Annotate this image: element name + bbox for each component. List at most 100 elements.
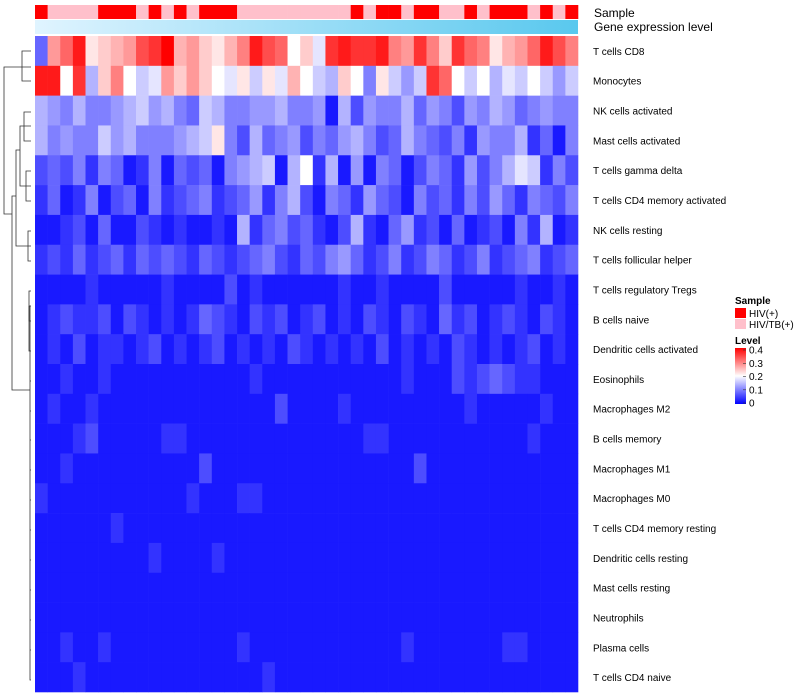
dendrogram-branch	[3, 66, 22, 215]
heatmap-cell	[300, 95, 314, 126]
heatmap-cell	[426, 65, 440, 96]
heatmap-cell	[565, 602, 579, 633]
heatmap-cell	[514, 632, 528, 663]
heatmap-cell	[136, 334, 149, 365]
sample-cell	[85, 5, 99, 19]
heatmap-cell	[262, 65, 276, 96]
heatmap-cell	[35, 572, 48, 603]
row-label: Dendritic cells resting	[593, 554, 688, 565]
heatmap-cell	[110, 185, 124, 216]
heatmap-cell	[161, 185, 175, 216]
heatmap-cell	[199, 513, 213, 544]
heatmap-cell	[502, 185, 516, 216]
heatmap-cell	[123, 602, 137, 633]
heatmap-cell	[489, 602, 503, 633]
heatmap-cell	[375, 483, 389, 514]
sample-cell	[363, 5, 377, 19]
heatmap-cell	[148, 36, 162, 67]
heatmap-cell	[514, 125, 528, 156]
heatmap-cell	[514, 602, 528, 633]
heatmap-cell	[110, 632, 124, 663]
heatmap-cell	[476, 393, 490, 424]
heatmap-cell	[249, 572, 263, 603]
heatmap-cell	[338, 244, 351, 275]
heatmap-cell	[338, 304, 351, 335]
heatmap-cell	[312, 662, 326, 693]
heatmap-cell	[98, 662, 112, 693]
heatmap-cell	[47, 542, 61, 574]
heatmap-cell	[98, 304, 112, 335]
heatmap-cell	[375, 364, 389, 395]
heatmap-cell	[426, 393, 440, 424]
heatmap-cell	[401, 423, 415, 454]
heatmap-cell	[338, 125, 351, 156]
heatmap-cell	[274, 572, 288, 603]
sample-cell	[287, 5, 301, 19]
heatmap-cell	[350, 364, 364, 395]
heatmap-cells	[35, 36, 579, 693]
heatmap-cell	[123, 662, 137, 693]
heatmap-cell	[199, 65, 213, 96]
heatmap-cell	[60, 304, 74, 335]
heatmap-cell	[426, 36, 440, 67]
heatmap-cell	[110, 662, 124, 693]
heatmap-cell	[489, 304, 503, 335]
heatmap-cell	[287, 155, 301, 186]
heatmap-cell	[476, 36, 490, 67]
heatmap-cell	[249, 244, 263, 275]
heatmap-cell	[388, 423, 402, 454]
row-label: B cells naive	[593, 315, 650, 326]
heatmap-cell	[401, 602, 415, 633]
heatmap-cell	[540, 572, 554, 603]
heatmap-cell	[502, 423, 516, 454]
heatmap-cell	[375, 244, 389, 275]
heatmap-cell	[224, 334, 238, 365]
heatmap-cell	[110, 125, 124, 156]
heatmap-cell	[85, 602, 99, 633]
heatmap-cell	[211, 542, 225, 574]
row-label: B cells memory	[593, 435, 661, 446]
heatmap-cell	[123, 185, 137, 216]
heatmap-cell	[72, 662, 86, 693]
heatmap-cell	[514, 95, 528, 126]
heatmap-cell	[312, 95, 326, 126]
heatmap-cell	[527, 334, 541, 365]
heatmap-cell	[363, 632, 377, 663]
heatmap-cell	[426, 483, 440, 514]
heatmap-cell	[85, 155, 99, 186]
heatmap-cell	[300, 334, 314, 365]
heatmap-cell	[47, 36, 61, 67]
heatmap-cell	[388, 185, 402, 216]
heatmap-cell	[489, 95, 503, 126]
heatmap-cell	[123, 453, 137, 484]
sample-cell	[98, 5, 112, 19]
heatmap-cell	[451, 274, 465, 305]
heatmap-cell	[72, 185, 86, 216]
heatmap-cell	[85, 453, 99, 484]
heatmap-cell	[85, 483, 99, 514]
heatmap-cell	[464, 483, 478, 514]
heatmap-cell	[211, 662, 225, 693]
heatmap-cell	[489, 662, 503, 693]
heatmap-cell	[148, 214, 162, 246]
heatmap-cell	[224, 662, 238, 693]
heatmap-cell	[287, 244, 301, 275]
heatmap-cell	[439, 632, 453, 663]
heatmap-cell	[85, 244, 99, 275]
heatmap-cell	[476, 155, 490, 186]
heatmap-cell	[85, 334, 99, 365]
heatmap-cell	[502, 602, 516, 633]
heatmap-cell	[237, 125, 250, 156]
heatmap-cell	[262, 632, 276, 663]
heatmap-cell	[325, 483, 339, 514]
heatmap-cell	[110, 393, 124, 424]
heatmap-cell	[464, 65, 478, 96]
heatmap-cell	[552, 453, 566, 484]
heatmap-cell	[211, 572, 225, 603]
heatmap-cell	[224, 364, 238, 395]
heatmap-cell	[72, 632, 86, 663]
heatmap-cell	[401, 453, 415, 484]
heatmap-cell	[274, 95, 288, 126]
heatmap-cell	[464, 244, 478, 275]
heatmap-cell	[186, 185, 200, 216]
